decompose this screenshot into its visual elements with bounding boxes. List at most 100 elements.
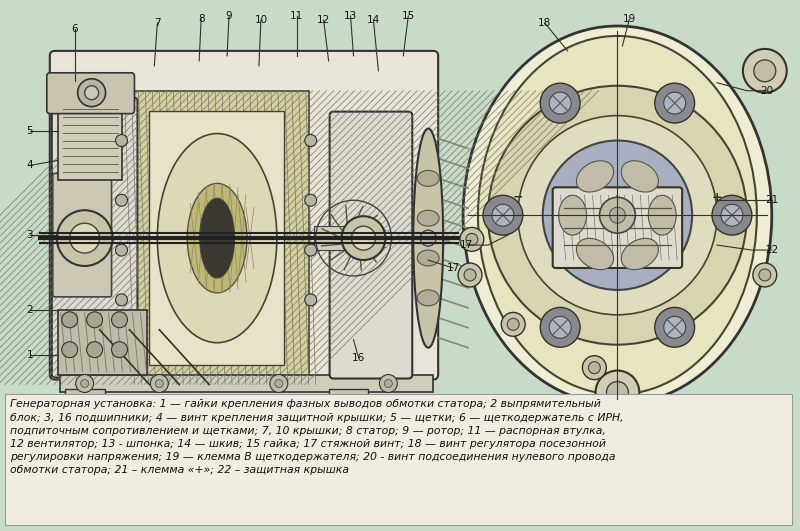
Circle shape	[115, 194, 127, 206]
Text: 20: 20	[760, 85, 774, 96]
Text: 22: 22	[765, 245, 778, 255]
Text: 9: 9	[226, 11, 232, 21]
Circle shape	[78, 79, 106, 107]
Text: 5: 5	[26, 125, 33, 135]
Circle shape	[379, 374, 398, 392]
Circle shape	[610, 207, 626, 223]
Text: Генераторная установка: 1 — гайки крепления фазных выводов обмотки статора; 2 вы: Генераторная установка: 1 — гайки крепле…	[10, 399, 623, 475]
Text: 6: 6	[71, 24, 78, 34]
Text: 12: 12	[317, 15, 330, 25]
Bar	[329, 389, 369, 401]
Circle shape	[305, 294, 317, 306]
Bar	[58, 310, 147, 374]
FancyBboxPatch shape	[330, 112, 412, 379]
Text: 1: 1	[26, 349, 33, 359]
Text: 15: 15	[402, 11, 415, 21]
Ellipse shape	[418, 170, 439, 186]
Text: 3: 3	[26, 230, 33, 240]
Bar	[58, 101, 122, 181]
FancyArrowPatch shape	[354, 207, 363, 224]
Bar	[314, 226, 343, 250]
Text: 17: 17	[459, 240, 473, 250]
FancyBboxPatch shape	[53, 174, 111, 297]
Circle shape	[460, 227, 484, 251]
Circle shape	[721, 204, 743, 226]
Circle shape	[86, 312, 102, 328]
Circle shape	[458, 263, 482, 287]
Circle shape	[606, 381, 628, 404]
Ellipse shape	[558, 195, 586, 235]
FancyArrowPatch shape	[322, 229, 339, 237]
Circle shape	[111, 341, 127, 357]
Circle shape	[305, 134, 317, 147]
Bar	[65, 389, 105, 401]
Circle shape	[76, 374, 94, 392]
Circle shape	[115, 244, 127, 256]
Text: 19: 19	[622, 14, 636, 24]
Ellipse shape	[187, 183, 247, 293]
Circle shape	[111, 312, 127, 328]
Circle shape	[507, 319, 519, 330]
Circle shape	[502, 312, 525, 336]
FancyBboxPatch shape	[47, 73, 134, 114]
Circle shape	[550, 316, 571, 338]
Circle shape	[483, 195, 523, 235]
Circle shape	[155, 380, 163, 388]
Text: 10: 10	[254, 15, 267, 25]
Circle shape	[70, 223, 99, 253]
Text: 14: 14	[367, 15, 380, 25]
FancyArrowPatch shape	[322, 244, 341, 246]
FancyArrowPatch shape	[360, 251, 362, 270]
Circle shape	[420, 230, 436, 246]
Circle shape	[654, 307, 694, 347]
Circle shape	[595, 371, 639, 414]
Circle shape	[464, 269, 476, 281]
Text: 11: 11	[290, 11, 303, 21]
Ellipse shape	[577, 238, 614, 270]
FancyBboxPatch shape	[553, 187, 682, 268]
Ellipse shape	[648, 195, 676, 235]
Ellipse shape	[478, 36, 757, 395]
Circle shape	[466, 234, 478, 245]
Circle shape	[654, 83, 694, 123]
Text: 16: 16	[352, 353, 365, 363]
Ellipse shape	[622, 161, 658, 192]
Text: 2: 2	[26, 305, 33, 315]
Text: +: +	[712, 191, 722, 204]
Text: 8: 8	[198, 14, 205, 24]
Circle shape	[384, 380, 392, 388]
Ellipse shape	[418, 250, 439, 266]
Circle shape	[342, 216, 386, 260]
Circle shape	[492, 204, 514, 226]
FancyArrowPatch shape	[344, 253, 352, 270]
Ellipse shape	[577, 161, 614, 192]
Bar	[125, 91, 309, 384]
Circle shape	[86, 341, 102, 357]
Ellipse shape	[418, 290, 439, 306]
Circle shape	[305, 244, 317, 256]
FancyArrowPatch shape	[330, 214, 342, 230]
Circle shape	[542, 141, 692, 290]
Circle shape	[115, 134, 127, 147]
Text: 4: 4	[26, 160, 33, 170]
Circle shape	[664, 316, 686, 338]
Circle shape	[85, 85, 98, 100]
Circle shape	[540, 83, 580, 123]
Circle shape	[518, 116, 717, 315]
FancyBboxPatch shape	[5, 395, 792, 525]
Text: 7: 7	[154, 18, 161, 28]
Circle shape	[582, 356, 606, 380]
Circle shape	[270, 374, 288, 392]
Bar	[150, 110, 284, 365]
Text: −: −	[513, 191, 523, 204]
Circle shape	[57, 210, 113, 266]
Circle shape	[62, 341, 78, 357]
Ellipse shape	[158, 134, 277, 342]
Text: 17: 17	[446, 263, 460, 273]
Ellipse shape	[414, 129, 443, 348]
Circle shape	[753, 263, 777, 287]
Circle shape	[62, 312, 78, 328]
Circle shape	[305, 194, 317, 206]
Circle shape	[664, 92, 686, 114]
Ellipse shape	[200, 198, 234, 278]
